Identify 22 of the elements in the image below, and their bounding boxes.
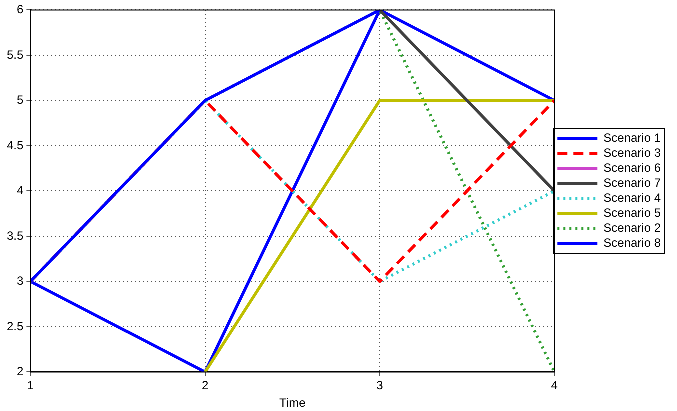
y-tick-label: 2	[16, 364, 24, 379]
y-tick-label: 2.5	[6, 319, 24, 334]
y-tick-label: 4	[16, 184, 24, 198]
x-tick-label: 2	[202, 378, 209, 393]
legend-label: Scenario 1	[604, 131, 662, 146]
legend-label: Scenario 2	[604, 221, 662, 236]
y-tick-label: 3	[16, 274, 24, 288]
x-tick-label: 1	[27, 378, 34, 393]
y-tick-label: 6	[16, 2, 24, 17]
y-tick-label: 5	[16, 93, 24, 108]
legend-label: Scenario 4	[604, 191, 662, 206]
legend-label: Scenario 3	[604, 146, 662, 160]
legend-label: Scenario 6	[604, 161, 662, 176]
legend-label: Scenario 8	[604, 236, 662, 250]
y-tick-label: 5.5	[6, 48, 24, 62]
legend-label: Scenario 7	[604, 176, 662, 190]
x-tick-label: 4	[551, 378, 558, 393]
y-tick-label: 3.5	[6, 228, 24, 243]
y-tick-label: 4.5	[6, 138, 24, 152]
legend-label: Scenario 5	[604, 206, 662, 220]
x-tick-label: 3	[376, 378, 384, 393]
x-axis-title: Time	[280, 396, 306, 410]
